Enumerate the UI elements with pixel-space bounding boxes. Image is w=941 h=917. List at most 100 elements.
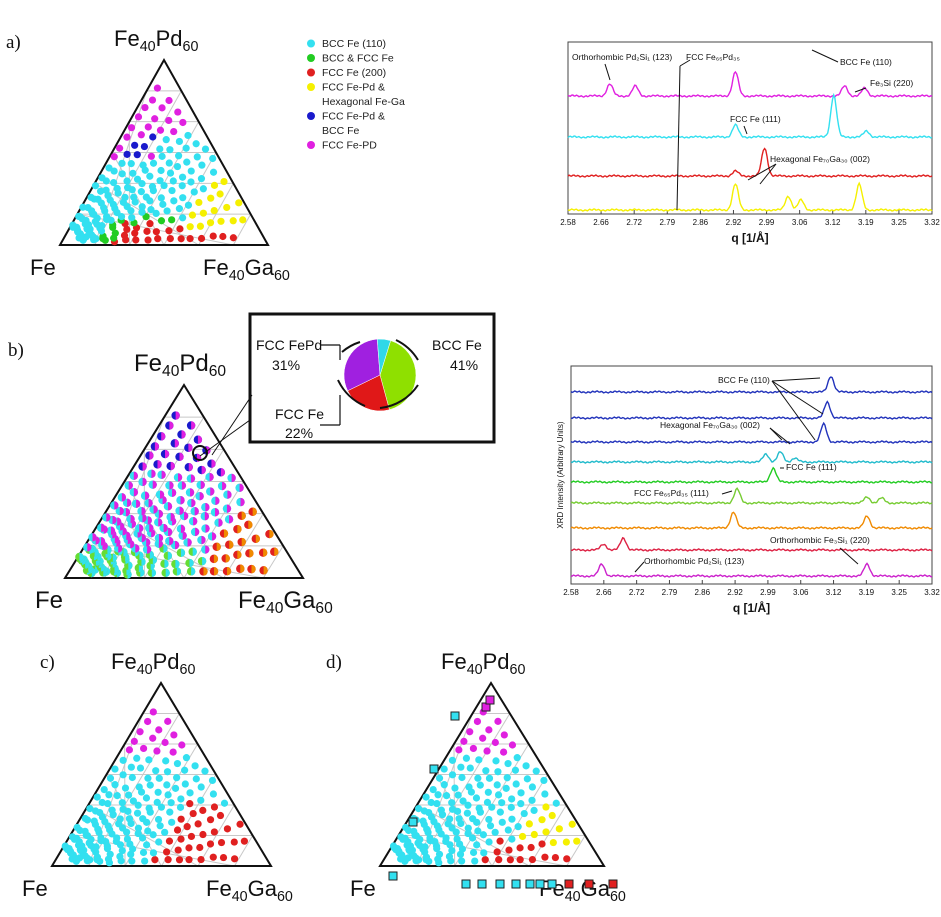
- sample-point: [123, 835, 132, 843]
- sample-point-half: [204, 512, 210, 521]
- sample-point-half: [168, 527, 173, 537]
- sample-point: [442, 792, 451, 800]
- annotation-fe3si1: Orthorhombic Fe₃Si₁ (220): [770, 535, 870, 545]
- sample-point: [163, 781, 171, 789]
- legend-entry: FCC Fe-PD: [322, 140, 377, 152]
- sample-point-half: [200, 480, 205, 490]
- sample-point: [144, 236, 152, 244]
- sample-point: [448, 799, 456, 807]
- sample-point: [496, 837, 504, 845]
- sample-point: [223, 203, 231, 212]
- xrd-trace: [567, 92, 933, 139]
- sample-point: [170, 731, 178, 739]
- x-tick-label: 2.66: [596, 588, 612, 597]
- xrd-trace: [567, 181, 933, 212]
- x-tick-label: 2.66: [593, 218, 609, 227]
- sample-point: [475, 756, 483, 764]
- sample-point: [184, 131, 192, 140]
- sample-point: [402, 823, 410, 832]
- sample-point: [433, 799, 441, 808]
- sample-point-half: [184, 511, 189, 521]
- sample-point: [568, 820, 576, 828]
- sample-point: [111, 781, 119, 789]
- sample-point-half: [179, 452, 184, 461]
- sample-point: [152, 767, 160, 775]
- sample-point: [187, 832, 196, 841]
- sample-point-half: [169, 481, 174, 490]
- inset-pointer-line-2: [199, 419, 251, 457]
- sample-point: [75, 212, 83, 221]
- annotation-arrow: [759, 163, 777, 185]
- sample-point: [128, 773, 136, 782]
- sample-point: [481, 856, 489, 864]
- sample-point: [151, 856, 159, 864]
- sample-point: [445, 852, 454, 861]
- sample-point: [157, 217, 166, 225]
- sample-point: [137, 131, 145, 139]
- sample-point: [165, 227, 173, 235]
- sample-point: [153, 747, 161, 755]
- sample-point: [178, 741, 186, 749]
- sample-point: [208, 776, 217, 785]
- edge-marker-cyan: [408, 817, 418, 827]
- pie-inset-frame: [248, 312, 496, 444]
- sample-point: [446, 815, 454, 823]
- sample-point-half: [147, 545, 152, 554]
- sample-point: [125, 815, 134, 823]
- sample-point: [113, 184, 121, 193]
- sample-point-half: [164, 559, 169, 569]
- sample-point: [189, 809, 197, 818]
- sample-point-half: [118, 544, 123, 553]
- sample-point-half: [125, 508, 131, 517]
- sample-point-half: [209, 472, 214, 482]
- sample-point: [479, 734, 487, 742]
- edge-marker-cyan: [477, 879, 487, 889]
- sample-point: [121, 784, 130, 792]
- sample-point: [217, 838, 226, 847]
- sample-point: [146, 172, 154, 180]
- ternary-diagram-c: Fe40Pd60 Fe Fe40Ga60: [22, 649, 293, 905]
- sample-point-half: [175, 559, 180, 569]
- sample-point: [523, 775, 531, 783]
- sample-point: [469, 815, 477, 823]
- legend-swatch: [307, 112, 315, 120]
- sample-point: [209, 154, 217, 163]
- sample-point-half: [151, 469, 156, 478]
- annotation-arrow: [676, 65, 681, 211]
- sample-point: [457, 763, 465, 771]
- sample-point: [116, 815, 124, 823]
- sample-point-half: [147, 516, 152, 525]
- pie-pct-fccfepd: 31%: [272, 357, 300, 373]
- sample-point: [397, 833, 405, 841]
- xrd-axes-frame: [567, 41, 933, 215]
- sample-point: [168, 216, 176, 224]
- sample-point: [68, 833, 77, 841]
- sample-point: [130, 737, 138, 745]
- sample-point: [139, 815, 147, 823]
- sample-point-half: [119, 506, 124, 516]
- sample-point-half: [240, 497, 245, 507]
- sample-point-half: [220, 468, 226, 477]
- sample-point: [220, 799, 229, 807]
- sample-point-half: [263, 548, 268, 557]
- sample-point: [182, 144, 190, 152]
- sample-point: [118, 159, 126, 167]
- sample-point: [161, 828, 169, 836]
- sample-point: [496, 808, 504, 816]
- sample-point: [453, 835, 461, 843]
- sample-point: [210, 181, 219, 189]
- ternary-label-right: Fe40Ga60: [203, 255, 290, 284]
- sample-point: [464, 829, 472, 838]
- sample-point: [440, 781, 448, 789]
- sample-point-half: [167, 551, 172, 560]
- sample-point-half: [194, 507, 199, 516]
- sample-point: [111, 229, 119, 237]
- ternary-label-top: Fe40Pd60: [111, 649, 195, 678]
- sample-point-half: [205, 545, 210, 554]
- annotation-arrow: [811, 49, 839, 63]
- sample-point: [448, 805, 457, 813]
- sample-point-half: [142, 462, 147, 471]
- pie-pct-bccfe: 41%: [450, 357, 478, 373]
- ternary-gridline: [197, 804, 235, 867]
- sample-point-half: [201, 535, 206, 545]
